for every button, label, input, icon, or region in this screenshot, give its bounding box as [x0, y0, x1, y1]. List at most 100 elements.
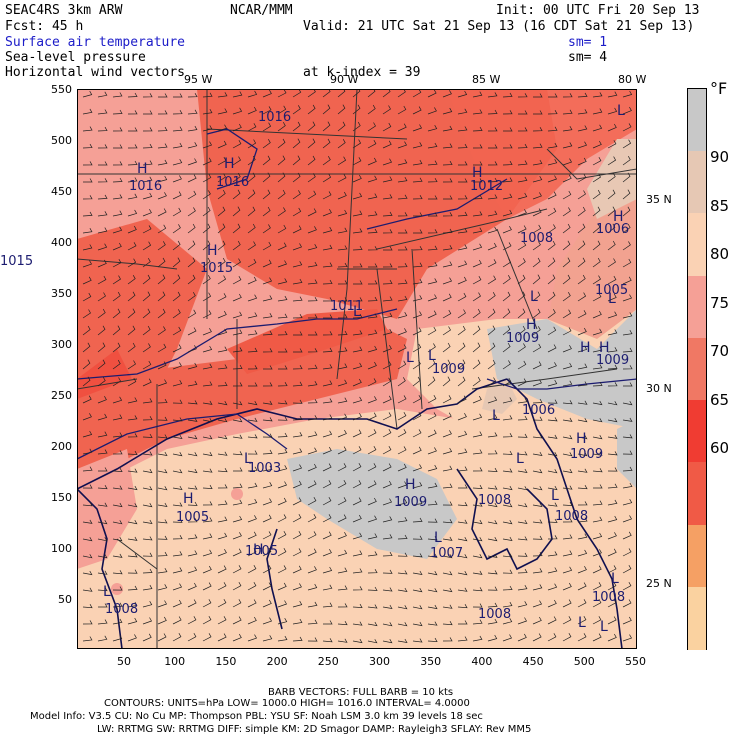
high-pressure-marker: H	[472, 165, 483, 181]
x-tick-label: 50	[117, 655, 131, 668]
lon-label: 85 W	[472, 73, 501, 86]
legend-level-label: 75	[710, 293, 730, 312]
isobar-value: 1016	[129, 179, 163, 194]
legend-swatch	[688, 89, 706, 153]
isobar-value: 1003	[248, 461, 282, 476]
isobar-value: 1009	[394, 495, 428, 510]
isobar-value: 1009	[506, 331, 540, 346]
y-tick-label: 50	[58, 593, 72, 606]
legend-level-label: 70	[710, 342, 730, 360]
y-tick-label: 200	[51, 440, 72, 453]
x-tick-label: 450	[522, 655, 544, 668]
low-pressure-marker: L	[103, 584, 111, 600]
lat-label: 30 N	[646, 382, 672, 395]
vertical-level: at k-index = 39	[303, 65, 421, 80]
x-tick-label: 350	[420, 655, 442, 668]
map-plot	[77, 89, 637, 649]
legend-swatch	[688, 400, 706, 464]
isobar-value: 1008	[478, 493, 512, 508]
high-pressure-marker: H	[137, 161, 148, 177]
smoothing-1: sm= 1	[568, 35, 608, 50]
low-pressure-marker: L	[617, 103, 625, 119]
isobar-value: 1006	[522, 403, 556, 418]
x-tick-label: 400	[471, 655, 493, 668]
low-pressure-marker: L	[600, 619, 608, 635]
low-pressure-marker: L	[492, 408, 500, 424]
isobar-value: 1005	[245, 544, 279, 559]
legend-level-label: 90	[710, 148, 730, 166]
low-pressure-marker: L	[611, 571, 619, 587]
high-pressure-marker: H	[580, 340, 591, 356]
isobar-value: 1015	[0, 254, 34, 269]
y-tick-label: 100	[51, 542, 72, 555]
low-pressure-marker: L	[551, 488, 559, 504]
x-tick-label: 200	[266, 655, 288, 668]
low-pressure-marker: L	[530, 289, 538, 305]
x-tick-label: 500	[573, 655, 595, 668]
legend-level-label: 65	[710, 390, 730, 409]
isobar-value: 1005	[176, 510, 210, 525]
legend-swatch	[688, 275, 706, 339]
high-pressure-marker: H	[207, 243, 218, 259]
legend-level-label: 60	[710, 439, 730, 457]
high-pressure-marker: H	[405, 477, 416, 493]
high-pressure-marker: H	[224, 156, 235, 172]
contour-info: CONTOURS: UNITS=hPa LOW= 1000.0 HIGH= 10…	[104, 698, 470, 709]
x-tick-label: 300	[369, 655, 390, 668]
high-pressure-marker: H	[253, 542, 264, 558]
temperature-colorbar	[687, 88, 707, 650]
smoothing-2: sm= 4	[568, 50, 608, 65]
model-physics: LW: RRTMG SW: RRTMG DIFF: simple KM: 2D …	[97, 724, 532, 735]
isobar-value: 1016	[216, 175, 250, 190]
isobar-value: 1008	[592, 590, 626, 605]
legend-swatch	[688, 524, 706, 588]
legend-swatch	[688, 337, 706, 402]
legend-swatch	[688, 151, 706, 215]
lat-label: 35 N	[646, 193, 672, 206]
y-tick-label: 250	[51, 389, 72, 402]
low-pressure-marker: L	[353, 304, 361, 320]
y-tick-label: 300	[51, 338, 72, 351]
x-tick-label: 100	[164, 655, 186, 668]
low-pressure-marker: L	[428, 348, 436, 364]
legend-swatch	[688, 586, 706, 650]
x-tick-label: 550	[625, 655, 646, 668]
model-title: SEAC4RS 3km ARW	[5, 3, 123, 18]
isobar-value: 1009	[432, 362, 466, 377]
low-pressure-marker: L	[406, 350, 414, 366]
model-info: Model Info: V3.5 CU: No Cu MP: Thompson …	[30, 711, 483, 722]
isobar-value: 1015	[200, 261, 234, 276]
field-wind: Horizontal wind vectors	[5, 65, 186, 80]
institution: NCAR/MMM	[230, 3, 293, 18]
isobar-value: 1008	[520, 231, 554, 246]
field-temperature: Surface air temperature	[5, 35, 186, 50]
isobar-value: 1011	[330, 299, 364, 314]
lon-label: 90 W	[330, 73, 359, 86]
init-time: Init: 00 UTC Fri 20 Sep 13	[496, 3, 700, 18]
legend-swatch	[688, 462, 706, 526]
y-tick-label: 400	[51, 236, 72, 249]
lon-label: 80 W	[618, 73, 647, 86]
isobar-value: 1012	[470, 179, 504, 194]
isobar-value: 1007	[430, 546, 464, 561]
isobar-value: 1008	[478, 607, 512, 622]
low-pressure-marker: L	[434, 530, 442, 546]
isobar-value: 1009	[596, 353, 630, 368]
high-pressure-marker: H	[526, 317, 537, 333]
barb-info: BARB VECTORS: FULL BARB = 10 kts	[268, 687, 454, 698]
legend-level-label: 85	[710, 196, 730, 215]
y-tick-label: 500	[51, 134, 72, 147]
isobar-value: 1008	[105, 602, 139, 617]
high-pressure-marker: H	[613, 209, 624, 225]
lat-label: 25 N	[646, 577, 672, 590]
field-pressure: Sea-level pressure	[5, 50, 146, 65]
isobar-value: 1005	[595, 283, 629, 298]
high-pressure-marker: H	[599, 340, 610, 356]
legend-level-label: 80	[710, 245, 730, 263]
isobar-value: 1008	[555, 509, 589, 524]
legend-swatch	[688, 213, 706, 277]
high-pressure-marker: H	[576, 431, 587, 447]
x-tick-label: 250	[317, 655, 339, 668]
low-pressure-marker: L	[516, 451, 524, 467]
lon-label: 95 W	[184, 73, 213, 86]
